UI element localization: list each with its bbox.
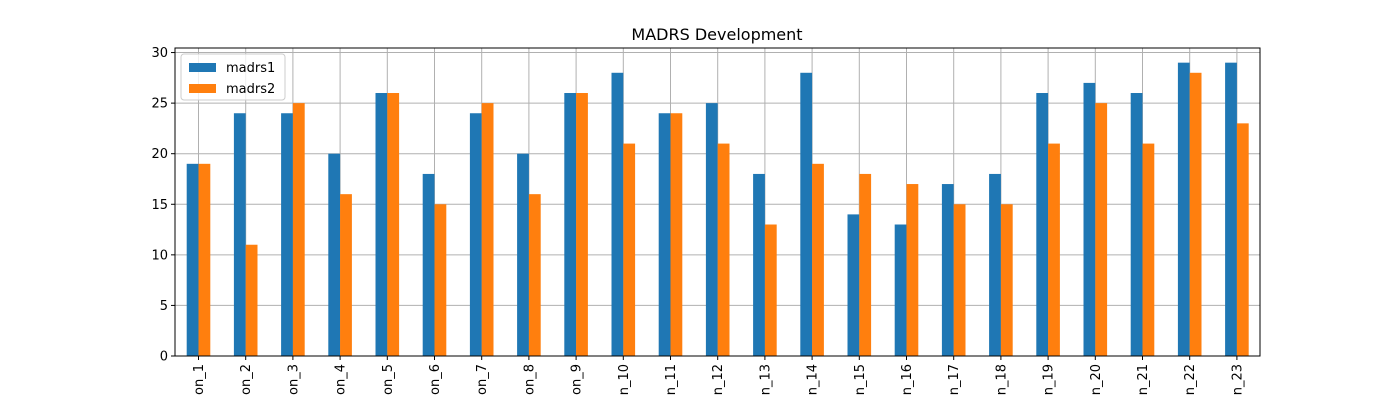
x-axis: on_1 on_2 on_3 on_4 on_5 on_6 on_7 on_8 on_9 n_10… <box>192 356 1245 395</box>
legend-swatch-madrs2 <box>189 84 216 93</box>
legend-label-madrs2: madrs2 <box>226 82 275 97</box>
bar-madrs2 <box>292 103 305 356</box>
y-tick-label: 5 <box>160 299 168 314</box>
x-tick-label: on_6 <box>428 364 443 395</box>
x-tick-label: n_16 <box>900 364 915 395</box>
bar-madrs2 <box>764 224 777 356</box>
bar-madrs1 <box>469 113 482 356</box>
bar-madrs1 <box>233 113 246 356</box>
x-tick-label: n_22 <box>1183 364 1198 395</box>
bar-madrs2 <box>1095 103 1108 356</box>
bar-madrs2 <box>1189 72 1202 356</box>
x-tick-label: on_5 <box>381 364 396 395</box>
x-tick-label: on_3 <box>286 364 301 395</box>
bar-madrs2 <box>1236 123 1249 356</box>
bar-madrs2 <box>245 244 258 356</box>
bar-madrs1 <box>800 72 813 356</box>
x-tick-label: n_15 <box>853 364 868 395</box>
bar-madrs2 <box>576 93 588 356</box>
bar-madrs1 <box>941 184 954 356</box>
x-tick-label: n_20 <box>1089 364 1104 395</box>
x-tick-label: n_12 <box>711 364 726 395</box>
bar-madrs1 <box>422 173 435 356</box>
bar-madrs1 <box>847 214 860 356</box>
legend: madrs1 madrs2 <box>180 53 286 101</box>
bar-madrs1 <box>753 173 765 356</box>
bar-madrs2 <box>1142 143 1155 356</box>
x-tick-label: n_13 <box>758 364 773 395</box>
bar-madrs1 <box>281 113 293 356</box>
bar-madrs1 <box>1177 62 1190 357</box>
x-tick-label: on_7 <box>475 364 490 395</box>
bar-madrs2 <box>434 204 447 356</box>
bars-layer <box>186 62 1249 357</box>
y-tick-label: 15 <box>151 198 168 213</box>
legend-swatch-madrs1 <box>189 63 216 72</box>
x-tick-label: n_18 <box>994 364 1009 395</box>
x-tick-label: n_14 <box>806 364 821 395</box>
bar-madrs2 <box>812 163 824 356</box>
x-tick-label: on_8 <box>522 364 537 395</box>
bar-madrs1 <box>894 224 907 356</box>
bar-madrs1 <box>989 173 1001 356</box>
legend-label-madrs1: madrs1 <box>226 61 275 76</box>
bar-madrs1 <box>1036 93 1049 356</box>
bar-madrs2 <box>198 163 211 356</box>
bar-madrs2 <box>717 143 730 356</box>
chart-title: MADRS Development <box>631 25 802 44</box>
y-axis: 0 5 10 15 20 25 30 <box>151 46 175 365</box>
bar-madrs2 <box>528 194 541 356</box>
bar-madrs2 <box>906 184 919 356</box>
x-tick-label: n_19 <box>1042 364 1057 395</box>
x-tick-label: on_2 <box>239 364 254 395</box>
bar-madrs1 <box>517 153 529 356</box>
x-tick-label: n_21 <box>1136 364 1151 395</box>
x-tick-label: n_10 <box>617 364 632 395</box>
bar-madrs1 <box>375 93 388 356</box>
bar-madrs2 <box>859 173 872 356</box>
bar-madrs1 <box>705 103 718 356</box>
bar-madrs2 <box>623 143 636 356</box>
y-tick-label: 25 <box>151 97 168 112</box>
y-tick-label: 30 <box>151 46 168 61</box>
bar-madrs1 <box>658 113 671 356</box>
bar-madrs1 <box>1130 93 1143 356</box>
x-tick-label: on_4 <box>334 364 349 395</box>
y-tick-label: 10 <box>151 248 168 263</box>
x-tick-label: on_9 <box>570 364 585 395</box>
y-tick-label: 20 <box>151 147 168 162</box>
x-tick-label: n_17 <box>947 364 962 395</box>
bar-madrs1 <box>1083 82 1096 357</box>
bar-madrs2 <box>953 204 966 356</box>
bar-madrs2 <box>1000 204 1013 356</box>
bar-madrs1 <box>328 153 341 356</box>
bar-madrs2 <box>670 113 683 356</box>
bar-madrs2 <box>481 103 494 356</box>
bar-madrs1 <box>611 72 624 356</box>
bar-madrs2 <box>1048 143 1060 356</box>
y-tick-label: 0 <box>160 350 168 365</box>
bar-madrs1 <box>564 93 577 356</box>
bar-madrs1 <box>186 163 199 356</box>
x-tick-label: n_11 <box>664 364 679 395</box>
x-tick-label: n_23 <box>1230 364 1245 395</box>
bar-madrs1 <box>1225 62 1237 357</box>
bar-madrs2 <box>340 194 352 356</box>
bar-madrs2 <box>387 93 400 356</box>
x-tick-label: on_1 <box>192 364 207 395</box>
